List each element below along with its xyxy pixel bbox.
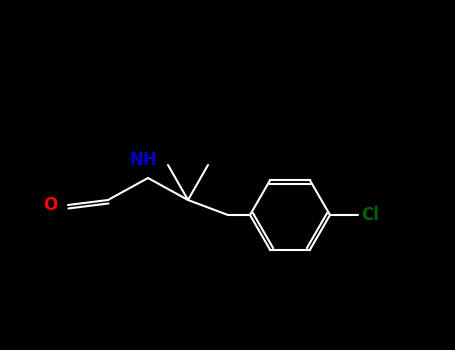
Text: O: O [43,196,57,214]
Text: Cl: Cl [361,206,379,224]
Text: NH: NH [129,151,157,169]
